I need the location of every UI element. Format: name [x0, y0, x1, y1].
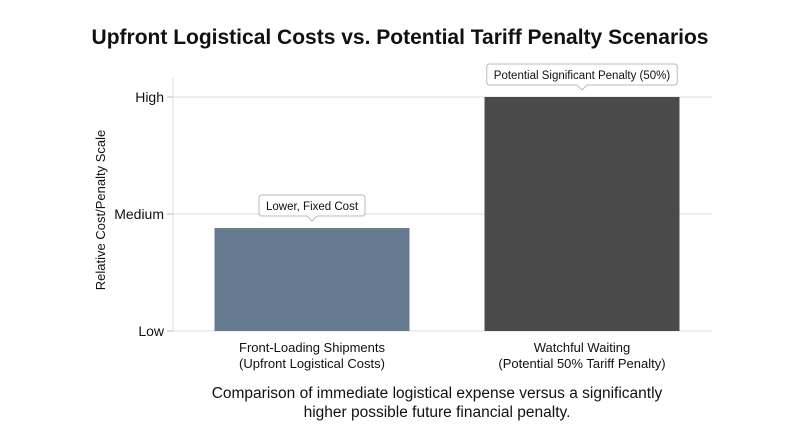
caption-line: higher possible future financial penalty… — [304, 404, 571, 421]
x-category-label: (Potential 50% Tariff Penalty) — [498, 356, 665, 371]
annotation-box — [258, 194, 366, 222]
y-axis-ticks: Low Medium High — [114, 89, 173, 339]
bar — [484, 97, 680, 331]
annotation-box — [486, 63, 678, 91]
annotation-label: Potential Significant Penalty (50%) — [494, 70, 671, 82]
annotation-label: Lower, Fixed Cost — [266, 201, 359, 213]
bars — [214, 97, 680, 331]
bar-annotation: Lower, Fixed Cost — [258, 194, 366, 222]
x-category-label: Watchful Waiting — [534, 340, 631, 355]
y-axis-label: Relative Cost/Penalty Scale — [93, 130, 108, 290]
y-tick-label: Low — [138, 323, 165, 339]
bar-annotations: Lower, Fixed Cost Potential Significant P… — [258, 63, 678, 222]
bar — [214, 228, 410, 331]
bar-annotation: Potential Significant Penalty (50%) — [486, 63, 678, 91]
y-tick-label: Medium — [114, 206, 164, 222]
x-category-label: Front-Loading Shipments — [239, 340, 385, 355]
caption-line: Comparison of immediate logistical expen… — [212, 385, 663, 402]
x-category-label: (Upfront Logistical Costs) — [239, 356, 385, 371]
x-axis-categories: Front-Loading Shipments(Upfront Logistic… — [239, 340, 666, 371]
chart-caption: Comparison of immediate logistical expen… — [212, 385, 663, 421]
chart-title: Upfront Logistical Costs vs. Potential T… — [92, 26, 709, 49]
y-tick-label: High — [135, 89, 164, 105]
